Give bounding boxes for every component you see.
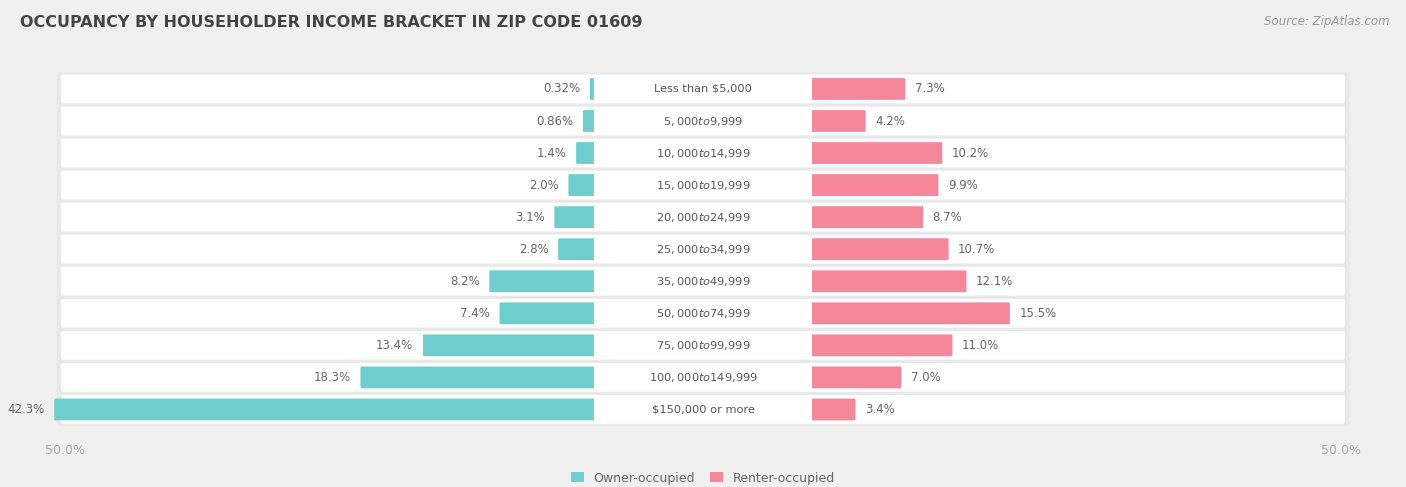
Text: $50,000 to $74,999: $50,000 to $74,999 [655, 307, 751, 320]
Text: $20,000 to $24,999: $20,000 to $24,999 [655, 211, 751, 224]
FancyBboxPatch shape [593, 335, 813, 356]
FancyBboxPatch shape [583, 110, 595, 132]
Text: 7.0%: 7.0% [911, 371, 941, 384]
FancyBboxPatch shape [811, 174, 938, 196]
FancyBboxPatch shape [60, 107, 1346, 135]
FancyBboxPatch shape [811, 110, 866, 132]
FancyBboxPatch shape [56, 393, 1350, 426]
Text: 9.9%: 9.9% [948, 179, 977, 191]
FancyBboxPatch shape [593, 142, 813, 164]
FancyBboxPatch shape [811, 335, 952, 356]
Text: 12.1%: 12.1% [976, 275, 1014, 288]
FancyBboxPatch shape [591, 78, 595, 100]
Text: 11.0%: 11.0% [962, 339, 1000, 352]
Text: 0.86%: 0.86% [536, 114, 574, 128]
FancyBboxPatch shape [554, 206, 595, 228]
Text: 10.2%: 10.2% [952, 147, 988, 160]
FancyBboxPatch shape [811, 238, 949, 260]
FancyBboxPatch shape [56, 72, 1350, 106]
FancyBboxPatch shape [56, 361, 1350, 394]
FancyBboxPatch shape [593, 206, 813, 228]
Text: 2.0%: 2.0% [529, 179, 558, 191]
FancyBboxPatch shape [593, 110, 813, 132]
FancyBboxPatch shape [489, 270, 595, 292]
FancyBboxPatch shape [811, 367, 901, 388]
Text: 18.3%: 18.3% [314, 371, 352, 384]
FancyBboxPatch shape [593, 270, 813, 292]
Text: 13.4%: 13.4% [377, 339, 413, 352]
Text: 4.2%: 4.2% [875, 114, 905, 128]
FancyBboxPatch shape [56, 169, 1350, 202]
Text: 3.1%: 3.1% [515, 211, 544, 224]
Text: 7.3%: 7.3% [915, 82, 945, 95]
Text: 7.4%: 7.4% [460, 307, 489, 320]
FancyBboxPatch shape [56, 104, 1350, 138]
FancyBboxPatch shape [60, 395, 1346, 424]
FancyBboxPatch shape [60, 363, 1346, 392]
Text: 0.32%: 0.32% [543, 82, 581, 95]
Text: $15,000 to $19,999: $15,000 to $19,999 [655, 179, 751, 191]
Text: $150,000 or more: $150,000 or more [651, 405, 755, 414]
FancyBboxPatch shape [60, 299, 1346, 328]
FancyBboxPatch shape [568, 174, 595, 196]
Text: $10,000 to $14,999: $10,000 to $14,999 [655, 147, 751, 160]
FancyBboxPatch shape [56, 297, 1350, 330]
FancyBboxPatch shape [360, 367, 595, 388]
Text: OCCUPANCY BY HOUSEHOLDER INCOME BRACKET IN ZIP CODE 01609: OCCUPANCY BY HOUSEHOLDER INCOME BRACKET … [20, 15, 643, 30]
FancyBboxPatch shape [60, 331, 1346, 360]
FancyBboxPatch shape [593, 78, 813, 100]
FancyBboxPatch shape [499, 302, 595, 324]
FancyBboxPatch shape [811, 206, 924, 228]
FancyBboxPatch shape [60, 267, 1346, 296]
Text: 1.4%: 1.4% [537, 147, 567, 160]
FancyBboxPatch shape [811, 78, 905, 100]
Text: $75,000 to $99,999: $75,000 to $99,999 [655, 339, 751, 352]
Text: 8.7%: 8.7% [932, 211, 962, 224]
FancyBboxPatch shape [593, 174, 813, 196]
FancyBboxPatch shape [56, 201, 1350, 234]
Text: 15.5%: 15.5% [1019, 307, 1056, 320]
Text: 10.7%: 10.7% [957, 243, 995, 256]
FancyBboxPatch shape [811, 142, 942, 164]
FancyBboxPatch shape [56, 232, 1350, 266]
FancyBboxPatch shape [60, 235, 1346, 263]
Text: 3.4%: 3.4% [865, 403, 894, 416]
FancyBboxPatch shape [811, 302, 1010, 324]
Text: $35,000 to $49,999: $35,000 to $49,999 [655, 275, 751, 288]
FancyBboxPatch shape [593, 367, 813, 388]
FancyBboxPatch shape [811, 398, 855, 420]
FancyBboxPatch shape [60, 139, 1346, 168]
FancyBboxPatch shape [60, 170, 1346, 200]
Legend: Owner-occupied, Renter-occupied: Owner-occupied, Renter-occupied [571, 471, 835, 485]
FancyBboxPatch shape [811, 270, 966, 292]
FancyBboxPatch shape [60, 75, 1346, 103]
Text: 2.8%: 2.8% [519, 243, 548, 256]
FancyBboxPatch shape [593, 302, 813, 324]
FancyBboxPatch shape [55, 398, 595, 420]
Text: 8.2%: 8.2% [450, 275, 479, 288]
Text: Source: ZipAtlas.com: Source: ZipAtlas.com [1264, 15, 1389, 28]
FancyBboxPatch shape [60, 203, 1346, 232]
Text: $25,000 to $34,999: $25,000 to $34,999 [655, 243, 751, 256]
FancyBboxPatch shape [558, 238, 595, 260]
Text: 42.3%: 42.3% [7, 403, 45, 416]
FancyBboxPatch shape [576, 142, 595, 164]
FancyBboxPatch shape [56, 264, 1350, 298]
FancyBboxPatch shape [423, 335, 595, 356]
FancyBboxPatch shape [56, 136, 1350, 169]
FancyBboxPatch shape [593, 238, 813, 260]
Text: $100,000 to $149,999: $100,000 to $149,999 [648, 371, 758, 384]
FancyBboxPatch shape [56, 329, 1350, 362]
FancyBboxPatch shape [593, 398, 813, 420]
Text: $5,000 to $9,999: $5,000 to $9,999 [664, 114, 742, 128]
Text: Less than $5,000: Less than $5,000 [654, 84, 752, 94]
